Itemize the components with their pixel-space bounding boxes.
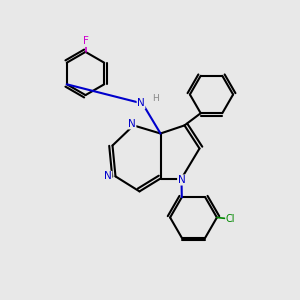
Text: H: H [152,94,158,103]
Text: N: N [104,171,112,182]
Text: N: N [128,119,136,129]
Text: Cl: Cl [226,214,235,224]
Text: F: F [82,36,88,46]
Text: N: N [137,98,145,109]
Text: N: N [178,175,185,185]
